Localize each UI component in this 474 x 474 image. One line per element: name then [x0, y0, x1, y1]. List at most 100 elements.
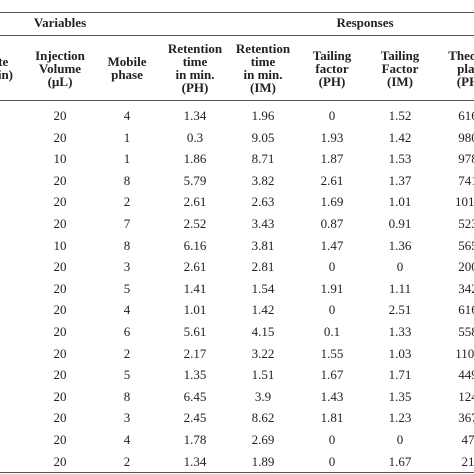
table-cell: 1.03	[388, 345, 412, 361]
table-cell: 1.34	[183, 453, 207, 469]
table-cell: 1.42	[251, 302, 275, 318]
table-cell: 4.15	[251, 324, 275, 339]
table-cell: 1.86	[183, 151, 207, 167]
table-cell: 1.55	[320, 345, 344, 361]
table-cell: 5	[123, 367, 131, 383]
table-cell: 3.82	[251, 172, 275, 188]
table-cell: 1.36	[388, 237, 412, 253]
rule	[0, 12, 474, 13]
table-cell: 20	[53, 194, 67, 210]
table-cell: 8.62	[251, 410, 275, 426]
column-header: Injection Volume (µL)	[35, 47, 85, 89]
table-cell: 9.05	[251, 129, 275, 145]
table-cell: 200	[458, 259, 474, 275]
table-cell: 2.52	[183, 216, 207, 231]
table-cell: 2.45	[183, 410, 207, 426]
table-cell: 20	[53, 410, 67, 426]
table-cell: 124	[458, 388, 474, 404]
table-cell: 1.67	[320, 367, 344, 383]
table-cell: 1.34	[183, 108, 207, 123]
table-cell: 6	[123, 324, 131, 339]
table-cell: 8.71	[251, 151, 275, 167]
table-cell: 342	[458, 280, 474, 296]
column-header: ate min)	[0, 54, 13, 82]
table-cell: 1.42	[388, 129, 412, 145]
table-cell: 3	[123, 259, 131, 275]
table-cell: 1.51	[251, 367, 275, 383]
table-cell: 2.51	[388, 302, 412, 318]
table-cell: 2.17	[183, 345, 207, 361]
table-cell: 1.33	[388, 324, 412, 339]
table-cell: 980	[458, 129, 474, 145]
table-cell: 8	[123, 388, 131, 404]
column-header: Tailing factor (PH)	[312, 47, 352, 89]
table-cell: 565	[458, 237, 474, 253]
table-cell: 6.45	[183, 388, 207, 404]
table-cell: 1.78	[183, 432, 207, 447]
group-header: Variables	[33, 15, 87, 30]
table-cell: 2.63	[251, 194, 275, 210]
rule	[0, 35, 474, 36]
table-cell: 0	[396, 432, 404, 447]
table-cell: 6.16	[183, 237, 207, 253]
table-cell: 2	[123, 194, 131, 210]
table-cell: 21	[461, 453, 474, 469]
table-cell: 3.9	[254, 388, 272, 404]
table-cell: 0.3	[186, 129, 204, 145]
table-cell: 2.61	[320, 172, 344, 188]
table-cell: 616	[458, 108, 474, 123]
table-cell: 523	[458, 216, 474, 231]
table-cell: 20	[53, 367, 67, 383]
table-cell: 7	[123, 216, 131, 231]
table-cell: 8	[123, 172, 131, 188]
table-cell: 2.69	[251, 432, 275, 447]
table-cell: 10	[53, 237, 67, 253]
table-cell: 0	[328, 302, 336, 318]
table-cell: 2.61	[183, 194, 207, 210]
table-cell: 1.35	[388, 388, 412, 404]
table-cell: 20	[53, 324, 67, 339]
table-cell: 0	[328, 259, 336, 275]
table-cell: 4	[123, 108, 131, 123]
table-cell: 1.93	[320, 129, 344, 145]
column-header: Tailing Factor (IM)	[380, 47, 420, 89]
table-cell: 47	[461, 432, 474, 447]
table-cell: 0.91	[388, 216, 412, 231]
column-header: Mobile phase	[107, 54, 147, 82]
table-cell: 0.1	[323, 324, 341, 339]
group-header: Responses	[336, 15, 394, 30]
table-cell: 1.87	[320, 151, 344, 167]
table-cell: 1108	[455, 345, 474, 361]
table-cell: 1.91	[320, 280, 344, 296]
table-cell: 1010	[455, 194, 474, 210]
table-cell: 3.81	[251, 237, 275, 253]
table-cell: 449	[458, 367, 474, 383]
table-cell: 0	[328, 108, 336, 123]
table-cell: 2	[123, 345, 131, 361]
table-cell: 1.71	[388, 367, 412, 383]
table-cell: 2	[123, 453, 131, 469]
table-cell: 1.43	[320, 388, 344, 404]
table-cell: 3.22	[251, 345, 275, 361]
table-cell: 558	[458, 324, 474, 339]
table-cell: 20	[53, 259, 67, 275]
table-cell: 3.43	[251, 216, 275, 231]
column-header: Retention time in min. (PH)	[167, 41, 223, 95]
table-cell: 1.41	[183, 280, 207, 296]
table-cell: 20	[53, 108, 67, 123]
table-cell: 2.81	[251, 259, 275, 275]
rule	[0, 472, 474, 473]
table-cell: 5	[123, 280, 131, 296]
table-cell: 1.23	[388, 410, 412, 426]
column-header: Retention time in min. (IM)	[235, 41, 291, 95]
table-cell: 1.52	[388, 108, 412, 123]
table-cell: 20	[53, 388, 67, 404]
table-cell: 1.89	[251, 453, 275, 469]
table-cell: 1.11	[388, 280, 412, 296]
table-cell: 1.35	[183, 367, 207, 383]
table-cell: 20	[53, 302, 67, 318]
table-cell: 1.81	[320, 410, 344, 426]
table-cell: 1	[123, 129, 131, 145]
table-cell: 1	[123, 151, 131, 167]
table-cell: 1.01	[388, 194, 412, 210]
